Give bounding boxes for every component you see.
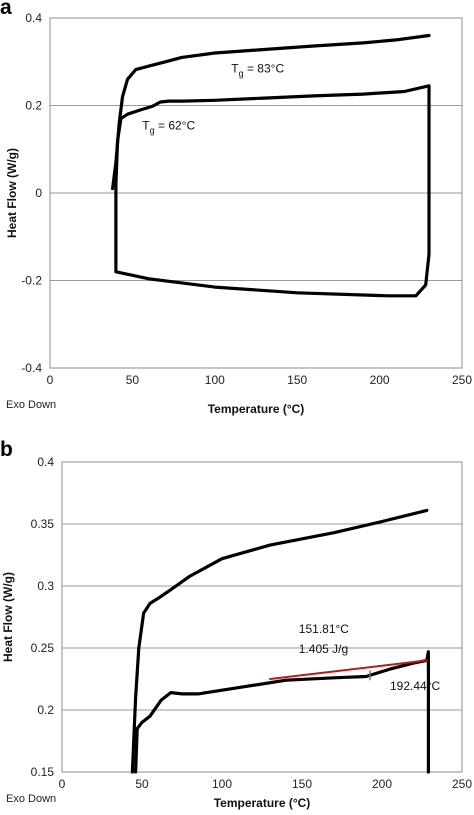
series-line-1	[114, 84, 431, 298]
annotation-0: 151.81°C	[299, 622, 350, 636]
x-tick-label-3: 150	[292, 777, 312, 791]
x-tick-label-1: 50	[126, 373, 140, 387]
panel-a-x-axis-label: Temperature (°C)	[208, 402, 305, 416]
series-line-0	[130, 508, 429, 774]
annotation-1: Tg = 62°C	[142, 119, 195, 136]
y-tick-label-0: -0.4	[21, 361, 42, 375]
y-tick-label-4: 0.35	[31, 517, 55, 531]
x-tick-label-2: 100	[205, 373, 225, 387]
x-tick-label-4: 200	[370, 373, 390, 387]
annotation-1: 1.405 J/g	[299, 642, 348, 656]
annotation-0: Tg = 83°C	[231, 62, 284, 79]
panel-b-series	[130, 508, 430, 774]
y-tick-label-4: 0.4	[25, 11, 42, 25]
panel-b-annotations: 151.81°C 1.405 J/g 192.44°C	[299, 622, 441, 693]
panel-a-y-axis-label: Heat Flow (W/g)	[5, 148, 19, 238]
y-tick-label-1: -0.2	[21, 274, 42, 288]
y-tick-label-1: 0.2	[37, 703, 54, 717]
panel-a: a -0.4 -0.2 0 0.2 0.4 0 50 100 150 200 250 Tg = 8…	[0, 0, 472, 416]
x-tick-label-4: 200	[372, 777, 392, 791]
y-tick-label-3: 0.3	[37, 579, 54, 593]
panel-b-plot-area	[61, 461, 463, 773]
panel-b-exo-down-note: Exo Down	[6, 793, 56, 805]
panel-a-exo-down-note: Exo Down	[6, 399, 56, 411]
panel-a-y-ticks: -0.4 -0.2 0 0.2 0.4	[21, 11, 42, 375]
panel-a-label: a	[0, 0, 12, 19]
y-tick-label-5: 0.4	[37, 455, 54, 469]
x-tick-label-2: 100	[212, 777, 232, 791]
y-tick-label-2: 0	[35, 186, 42, 200]
annotation-2: 192.44°C	[390, 679, 441, 693]
x-tick-label-5: 250	[452, 777, 472, 791]
y-tick-label-0: 0.15	[31, 765, 55, 779]
panel-b-x-axis-label: Temperature (°C)	[214, 796, 311, 810]
x-tick-label-0: 0	[47, 373, 54, 387]
panel-b-x-ticks: 0 50 100 150 200 250	[59, 777, 473, 791]
panel-a-annotations: Tg = 83°C Tg = 62°C	[142, 62, 284, 136]
y-tick-label-3: 0.2	[25, 99, 42, 113]
panel-a-x-ticks: 0 50 100 150 200 250	[47, 373, 473, 387]
panel-b-y-axis-label: Heat Flow (W/g)	[1, 572, 15, 662]
x-tick-label-1: 50	[135, 777, 149, 791]
series-line-0	[111, 33, 431, 191]
panel-b-y-ticks: 0.15 0.2 0.25 0.3 0.35 0.4	[31, 455, 55, 779]
y-tick-label-2: 0.25	[31, 641, 55, 655]
series-line-2	[269, 659, 428, 680]
panel-b-gridlines	[62, 523, 462, 711]
x-tick-label-0: 0	[59, 777, 66, 791]
panel-b: b 0.150.20.250.30.350.4 0 50 100 150 200 250 …	[0, 438, 472, 810]
panel-a-gridlines	[50, 105, 462, 281]
x-tick-label-5: 250	[452, 373, 472, 387]
panel-b-label: b	[0, 438, 13, 461]
panel-a-series	[111, 33, 431, 298]
x-tick-label-3: 150	[287, 373, 307, 387]
